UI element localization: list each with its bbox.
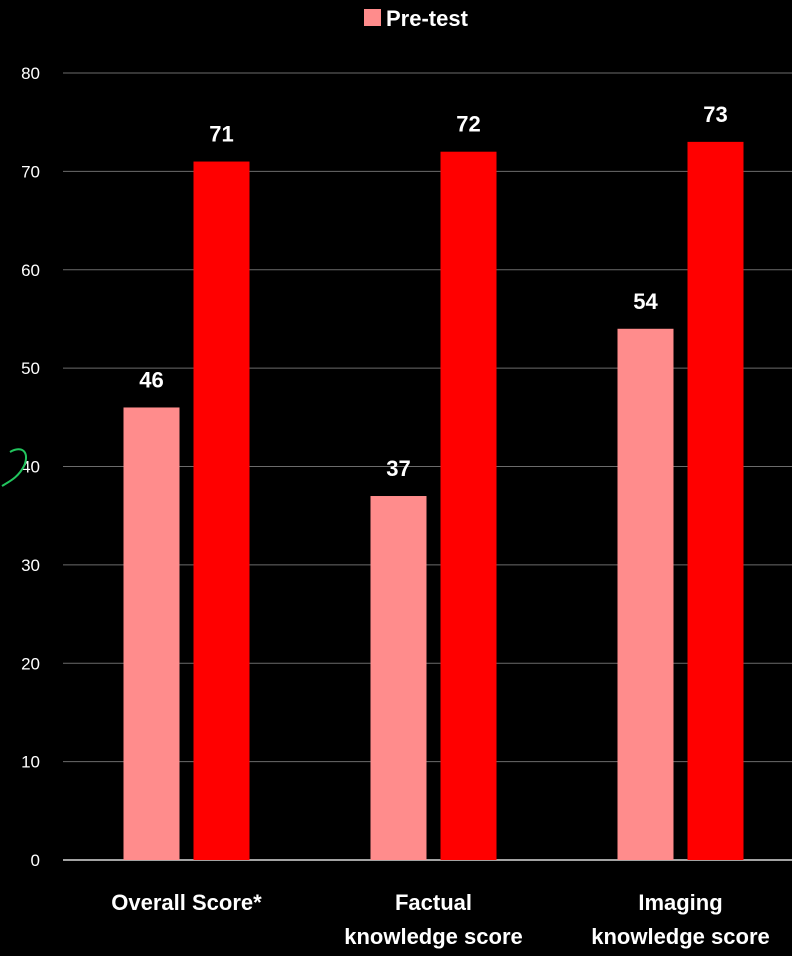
data-label: 73 <box>703 102 727 127</box>
y-tick-label: 60 <box>21 261 40 280</box>
category-label: Factual <box>395 890 472 915</box>
bar <box>617 328 674 860</box>
category-label: Overall Score* <box>111 890 262 915</box>
y-tick-label: 50 <box>21 359 40 378</box>
bar <box>123 407 180 860</box>
y-tick-label: 30 <box>21 556 40 575</box>
bars <box>123 141 744 861</box>
data-label: 72 <box>456 112 480 137</box>
category-labels: Overall Score* Factual knowledge score Imag… <box>111 890 769 949</box>
y-tick-label: 10 <box>21 753 40 772</box>
annotation-scribble <box>1 448 28 487</box>
data-label: 54 <box>633 289 658 314</box>
legend: Pre-test <box>364 6 469 31</box>
legend-label-pre-test: Pre-test <box>386 6 469 31</box>
y-tick-label: 0 <box>31 851 40 870</box>
bar <box>687 141 744 861</box>
bar <box>440 151 497 860</box>
y-tick-label: 70 <box>21 162 40 181</box>
legend-swatch-pre-test <box>364 9 381 26</box>
category-label: Imaging <box>638 890 722 915</box>
category-label: knowledge score <box>344 924 523 949</box>
category-label: knowledge score <box>591 924 770 949</box>
data-label: 71 <box>209 122 233 147</box>
data-label: 37 <box>386 456 410 481</box>
data-label: 46 <box>139 367 163 392</box>
y-tick-label: 20 <box>21 654 40 673</box>
bar <box>193 161 250 861</box>
data-labels: 46 71 37 72 54 73 <box>139 102 727 481</box>
y-tick-label: 80 <box>21 64 40 83</box>
bar <box>370 496 427 860</box>
